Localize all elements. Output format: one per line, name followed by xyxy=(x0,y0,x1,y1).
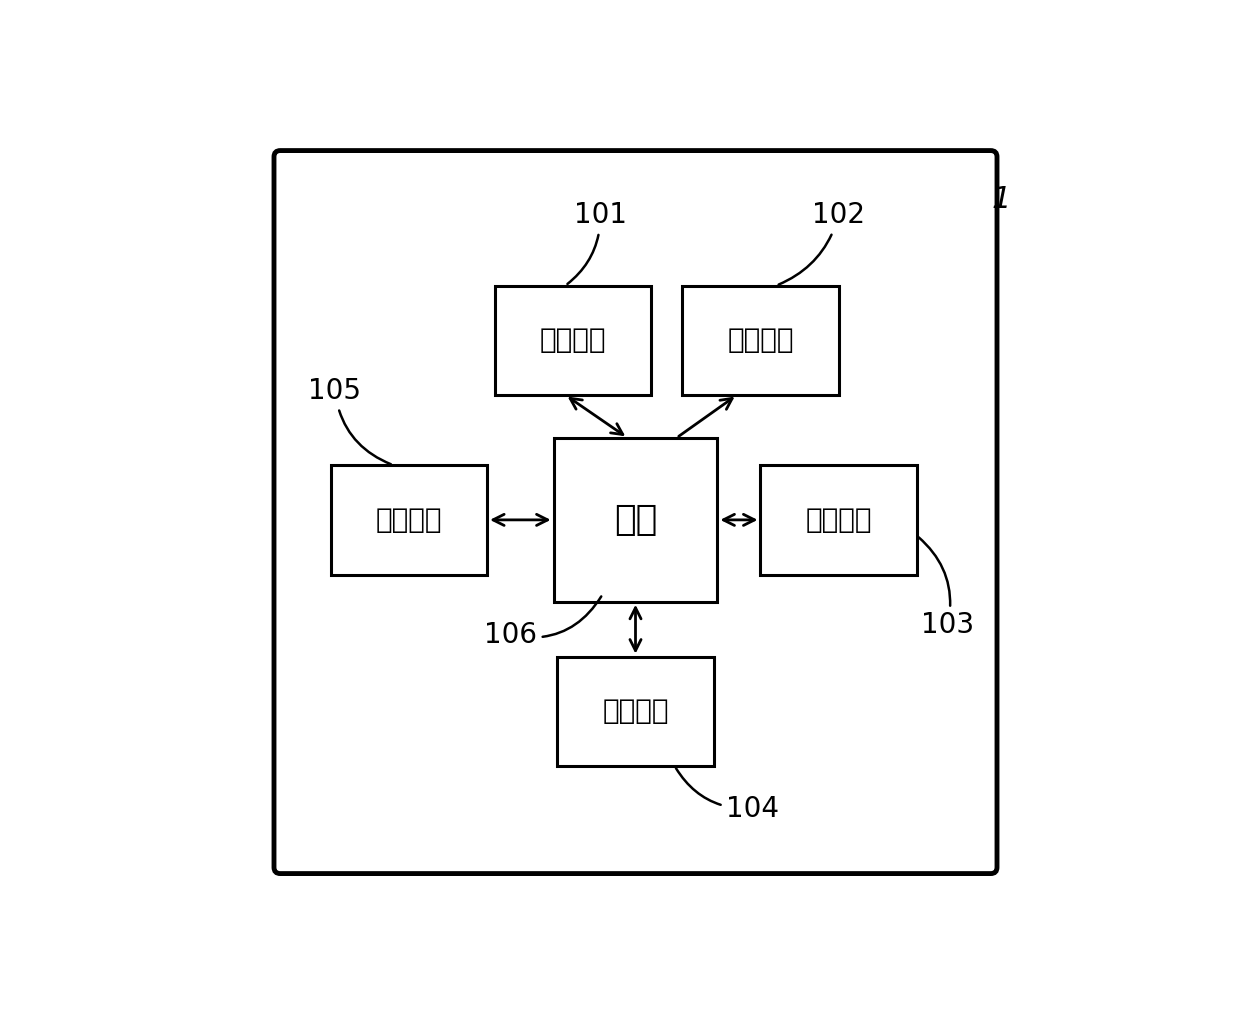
Text: 102: 102 xyxy=(779,202,866,285)
FancyBboxPatch shape xyxy=(495,286,651,394)
Text: 103: 103 xyxy=(919,537,975,639)
Text: 主板: 主板 xyxy=(614,503,657,536)
Text: 无线模块: 无线模块 xyxy=(603,698,668,725)
FancyBboxPatch shape xyxy=(558,656,713,766)
Text: 104: 104 xyxy=(676,769,779,822)
Text: 按键模块: 按键模块 xyxy=(539,327,606,354)
FancyBboxPatch shape xyxy=(760,465,916,575)
Text: 显示模块: 显示模块 xyxy=(727,327,794,354)
FancyBboxPatch shape xyxy=(331,465,487,575)
FancyBboxPatch shape xyxy=(682,286,838,394)
Text: 101: 101 xyxy=(568,202,627,284)
Text: 1: 1 xyxy=(991,186,1011,214)
Text: 电源模块: 电源模块 xyxy=(805,506,872,534)
FancyBboxPatch shape xyxy=(274,150,997,874)
FancyBboxPatch shape xyxy=(553,438,718,602)
Text: 通信模块: 通信模块 xyxy=(376,506,443,534)
Text: 106: 106 xyxy=(484,596,601,649)
Text: 105: 105 xyxy=(309,377,391,464)
